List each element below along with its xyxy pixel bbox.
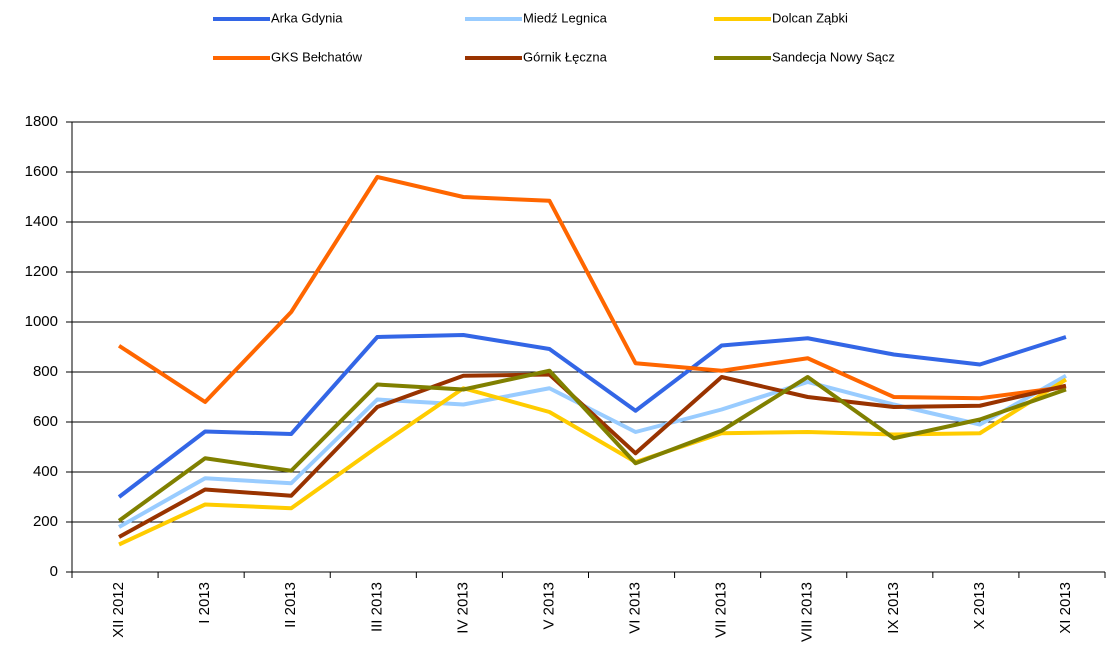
y-tick-label: 1000 bbox=[25, 313, 58, 330]
x-tick-label: XII 2012 bbox=[110, 582, 127, 638]
x-tick-label: IX 2013 bbox=[885, 582, 902, 634]
x-tick-label: V 2013 bbox=[540, 582, 557, 630]
y-tick-label: 200 bbox=[33, 513, 58, 530]
y-tick-label: 1200 bbox=[25, 263, 58, 280]
legend-label: GKS Bełchatów bbox=[271, 49, 363, 64]
x-tick-label: IV 2013 bbox=[454, 582, 471, 634]
series-line bbox=[117, 368, 1067, 523]
x-tick-label: II 2013 bbox=[282, 582, 299, 628]
series-line bbox=[118, 372, 1067, 539]
x-tick-label: VII 2013 bbox=[713, 582, 730, 638]
x-tick-label: XI 2013 bbox=[1057, 582, 1074, 634]
y-tick-label: 400 bbox=[33, 463, 58, 480]
series-line bbox=[118, 377, 1068, 547]
x-tick-label: VI 2013 bbox=[627, 582, 644, 634]
x-tick-label: III 2013 bbox=[368, 582, 385, 632]
legend-label: Górnik Łęczna bbox=[523, 49, 608, 64]
y-tick-label: 600 bbox=[33, 413, 58, 430]
series-line bbox=[117, 333, 1067, 499]
y-tick-label: 0 bbox=[50, 563, 58, 580]
legend-label: Miedź Legnica bbox=[523, 10, 608, 25]
legend-label: Dolcan Ząbki bbox=[772, 10, 848, 25]
y-tick-label: 800 bbox=[33, 363, 58, 380]
series-line bbox=[117, 175, 1067, 404]
legend-label: Sandecja Nowy Sącz bbox=[772, 49, 895, 64]
x-tick-label: VIII 2013 bbox=[799, 582, 816, 642]
y-tick-label: 1400 bbox=[25, 213, 58, 230]
legend-label: Arka Gdynia bbox=[271, 10, 343, 25]
y-tick-label: 1600 bbox=[25, 163, 58, 180]
x-tick-label: I 2013 bbox=[196, 582, 213, 624]
x-tick-label: X 2013 bbox=[971, 582, 988, 630]
y-tick-label: 1800 bbox=[25, 113, 58, 130]
